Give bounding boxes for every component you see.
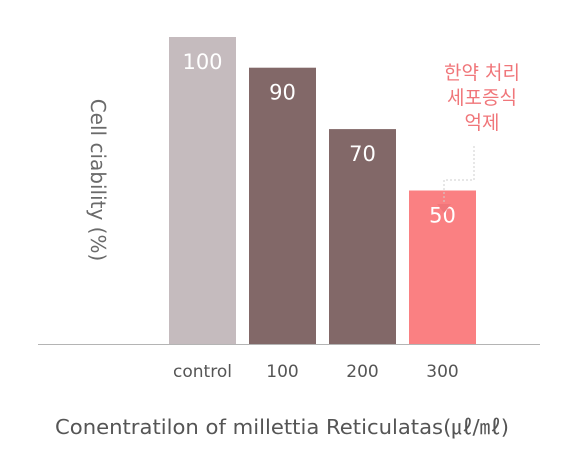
x-tick-label-control: control bbox=[173, 362, 232, 382]
y-axis-label: Cell ciability (%) bbox=[86, 99, 110, 262]
annotation-callout: 한약 처리 세포증식 억제 bbox=[437, 62, 520, 213]
x-tick-labels-group: control 100 200 300 bbox=[173, 362, 459, 382]
x-axis-label: Conentratilon of millettia Reticulatas(㎕… bbox=[55, 415, 509, 439]
bar-100 bbox=[249, 67, 316, 344]
annotation-connector bbox=[443, 146, 475, 205]
value-label-200: 70 bbox=[349, 142, 376, 166]
bar-control bbox=[169, 37, 236, 344]
annotation-line-3: 억제 bbox=[465, 112, 500, 134]
annotation-line-2: 세포증식 bbox=[447, 87, 517, 109]
value-label-100: 90 bbox=[269, 81, 296, 105]
annotation-line-1: 한약 처리 bbox=[444, 62, 520, 84]
value-label-control: 100 bbox=[182, 50, 222, 74]
bar-200 bbox=[329, 129, 396, 344]
x-tick-label-300: 300 bbox=[426, 362, 458, 382]
x-tick-label-200: 200 bbox=[346, 362, 378, 382]
annotation-arrowhead bbox=[437, 204, 451, 213]
bar-300 bbox=[409, 190, 476, 344]
bars-group bbox=[169, 37, 476, 344]
x-tick-label-100: 100 bbox=[266, 362, 298, 382]
